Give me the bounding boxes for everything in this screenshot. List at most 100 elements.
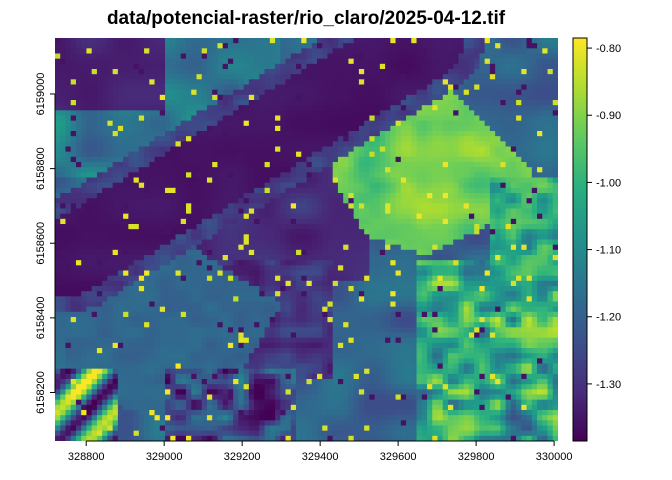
raster-cell — [238, 115, 245, 122]
raster-cell — [112, 286, 119, 292]
raster-cell — [175, 110, 182, 117]
raster-cell — [332, 172, 339, 179]
raster-cell — [416, 151, 423, 158]
raster-cell — [107, 115, 114, 122]
raster-cell — [495, 89, 501, 96]
raster-cell — [91, 110, 98, 117]
raster-cell — [364, 224, 370, 230]
raster-cell — [343, 255, 350, 261]
raster-cell — [306, 172, 313, 179]
raster-cell — [316, 296, 323, 303]
raster-cell — [133, 131, 140, 137]
raster-cell — [227, 38, 234, 44]
raster-cell — [206, 89, 213, 96]
raster-cell — [248, 58, 255, 65]
raster-cell — [479, 105, 486, 111]
raster-cell — [201, 156, 208, 163]
raster-cell — [65, 224, 72, 230]
raster-cell — [458, 213, 465, 220]
raster-cell — [185, 286, 192, 292]
raster-cell — [196, 131, 203, 137]
raster-cell — [196, 74, 203, 80]
raster-cell — [500, 120, 507, 127]
raster-cell — [285, 43, 292, 49]
raster-cell — [531, 105, 538, 111]
raster-cell — [453, 146, 460, 153]
raster-cell — [358, 172, 365, 179]
raster-cell — [552, 244, 558, 251]
raster-cell — [60, 218, 67, 225]
raster-cell — [521, 120, 528, 127]
raster-cell — [358, 79, 365, 86]
raster-cell — [521, 53, 528, 60]
raster-cell — [128, 286, 135, 292]
raster-cell — [170, 203, 177, 210]
raster-cell — [149, 48, 156, 55]
raster-cell — [348, 167, 355, 173]
raster-cell — [96, 229, 103, 235]
raster-cell — [495, 167, 501, 173]
raster-cell — [369, 120, 376, 127]
raster-cell — [191, 182, 198, 189]
raster-cell — [468, 110, 475, 117]
raster-cell — [353, 125, 360, 132]
raster-cell — [468, 291, 475, 297]
raster-cell — [185, 224, 192, 230]
raster-cell — [306, 69, 313, 75]
raster-cell — [91, 100, 98, 106]
raster-cell — [217, 239, 224, 246]
raster-cell — [453, 58, 460, 65]
raster-cell — [165, 38, 171, 44]
raster-cell — [165, 69, 171, 75]
raster-cell — [311, 48, 318, 55]
raster-cell — [463, 286, 470, 292]
raster-cell — [269, 249, 276, 256]
raster-cell — [337, 182, 344, 189]
raster-cell — [86, 120, 93, 127]
raster-cell — [479, 275, 486, 282]
raster-cell — [468, 229, 475, 235]
raster-cell — [149, 260, 156, 266]
raster-cell — [332, 177, 339, 184]
raster-cell — [437, 275, 444, 282]
raster-cell — [301, 43, 308, 49]
raster-cell — [212, 110, 219, 117]
raster-cell — [233, 136, 239, 142]
raster-cell — [332, 84, 339, 91]
raster-cell — [96, 286, 103, 292]
raster-cell — [348, 265, 355, 272]
raster-cell — [154, 79, 161, 86]
raster-cell — [243, 172, 250, 179]
raster-cell — [306, 255, 313, 261]
raster-cell — [117, 94, 124, 101]
raster-cell — [468, 38, 475, 44]
raster-cell — [196, 296, 203, 303]
raster-cell — [327, 182, 334, 189]
raster-cell — [463, 203, 470, 210]
raster-cell — [479, 239, 486, 246]
raster-cell — [275, 110, 281, 117]
raster-cell — [453, 270, 460, 277]
raster-cell — [379, 146, 386, 153]
raster-cell — [474, 265, 481, 272]
raster-cell — [269, 131, 276, 137]
raster-cell — [537, 141, 543, 148]
raster-cell — [70, 74, 77, 80]
raster-cell — [280, 94, 287, 101]
raster-cell — [348, 239, 355, 246]
raster-cell — [180, 244, 187, 251]
raster-cell — [437, 151, 444, 158]
raster-cell — [343, 94, 350, 101]
raster-cell — [159, 280, 166, 287]
raster-cell — [233, 69, 239, 75]
raster-cell — [421, 110, 428, 117]
raster-cell — [165, 162, 171, 168]
raster-cell — [521, 193, 528, 199]
raster-cell — [510, 265, 517, 272]
raster-cell — [285, 265, 292, 272]
raster-cell — [442, 100, 449, 106]
raster-cell — [243, 218, 250, 225]
raster-cell — [280, 63, 287, 70]
raster-cell — [123, 255, 129, 261]
